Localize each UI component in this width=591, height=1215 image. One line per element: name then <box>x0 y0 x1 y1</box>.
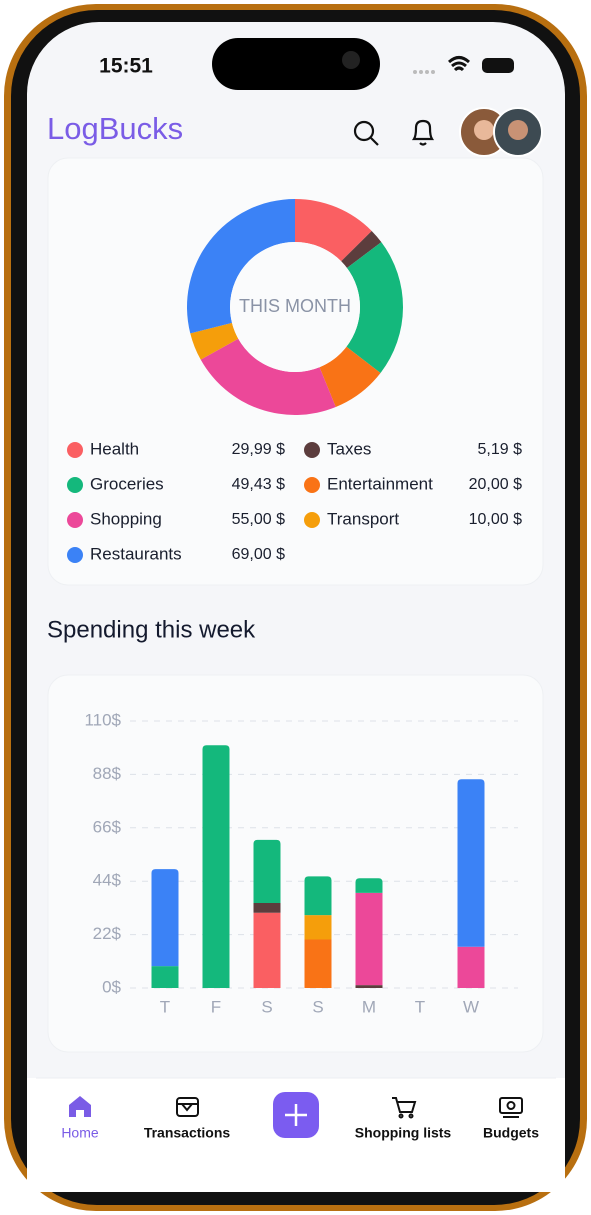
donut-segment <box>346 242 403 373</box>
legend-value: 10,00 $ <box>469 511 522 528</box>
section-title: Spending this week <box>47 616 256 643</box>
legend-dot <box>304 512 320 528</box>
add-icon <box>285 1104 307 1126</box>
legend-label: Restaurants <box>90 544 182 563</box>
legend-value: 29,99 $ <box>232 441 285 458</box>
legend-dot <box>67 477 83 493</box>
y-tick-label: 22$ <box>93 924 122 943</box>
donut-segment <box>295 199 372 262</box>
legend-label: Taxes <box>327 439 371 458</box>
legend-dot <box>67 512 83 528</box>
notification-button[interactable] <box>411 119 435 146</box>
legend-value: 49,43 $ <box>232 476 285 493</box>
avatars[interactable] <box>459 107 543 157</box>
bar-segment <box>457 946 485 988</box>
bar-segment <box>355 892 383 986</box>
camera <box>342 51 360 69</box>
bar-segment <box>253 839 281 904</box>
legend-label: Transport <box>327 509 399 528</box>
bar-segment <box>355 985 383 988</box>
bar-segment <box>355 878 383 893</box>
wifi-icon <box>447 56 471 72</box>
donut-segment <box>186 198 295 334</box>
legend-dot <box>304 442 320 458</box>
bar-segment <box>202 745 230 988</box>
legend-label: Groceries <box>90 474 164 493</box>
battery-icon <box>482 58 514 73</box>
x-tick-label: T <box>160 997 170 1016</box>
legend-label: Entertainment <box>327 474 433 493</box>
nav-label[interactable]: Home <box>61 1125 99 1141</box>
home-icon[interactable] <box>69 1096 91 1117</box>
bar-segment <box>457 779 485 947</box>
bar-segment <box>253 912 281 988</box>
legend-dot <box>304 477 320 493</box>
bar-segment <box>304 915 332 940</box>
budgets-icon[interactable] <box>499 1097 523 1118</box>
donut-hole <box>230 242 360 372</box>
y-tick-label: 88$ <box>93 764 122 783</box>
x-tick-label: W <box>463 997 479 1016</box>
signal <box>413 70 435 74</box>
x-tick-label: S <box>261 997 272 1016</box>
legend-label: Shopping <box>90 509 162 528</box>
nav-label[interactable]: Budgets <box>483 1125 539 1141</box>
donut-segment <box>341 230 382 268</box>
status-time: 15:51 <box>99 55 153 78</box>
legend-value: 55,00 $ <box>232 511 285 528</box>
legend-label: Health <box>90 439 139 458</box>
legend-value: 5,19 $ <box>478 441 523 458</box>
bar-segment <box>304 939 332 988</box>
y-tick-label: 44$ <box>93 871 122 890</box>
x-tick-label: S <box>312 997 323 1016</box>
y-tick-label: 0$ <box>102 977 121 996</box>
legend-dot <box>67 442 83 458</box>
legend-dot <box>67 547 83 563</box>
y-tick-label: 66$ <box>93 817 122 836</box>
donut-segment <box>319 346 381 408</box>
x-tick-label: F <box>211 997 221 1016</box>
bar-segment <box>151 869 179 967</box>
donut-segment <box>190 322 239 360</box>
donut-center-label: THIS MONTH <box>239 296 351 316</box>
legend-value: 20,00 $ <box>469 476 522 493</box>
search-button[interactable] <box>353 120 379 146</box>
bar-segment <box>151 966 179 988</box>
logo[interactable]: LogBucks <box>47 111 183 146</box>
x-tick-label: T <box>415 997 425 1016</box>
nav-label[interactable]: Transactions <box>144 1125 231 1141</box>
x-tick-label: M <box>362 997 376 1016</box>
transactions-icon[interactable] <box>176 1097 199 1117</box>
legend-value: 69,00 $ <box>232 546 285 563</box>
cart-icon[interactable] <box>392 1097 417 1119</box>
nav-label[interactable]: Shopping lists <box>355 1125 452 1141</box>
dynamic-island <box>212 38 380 90</box>
bar-segment <box>304 876 332 916</box>
bar-segment <box>253 903 281 913</box>
y-tick-label: 110$ <box>84 710 121 729</box>
donut-segment <box>200 338 336 415</box>
